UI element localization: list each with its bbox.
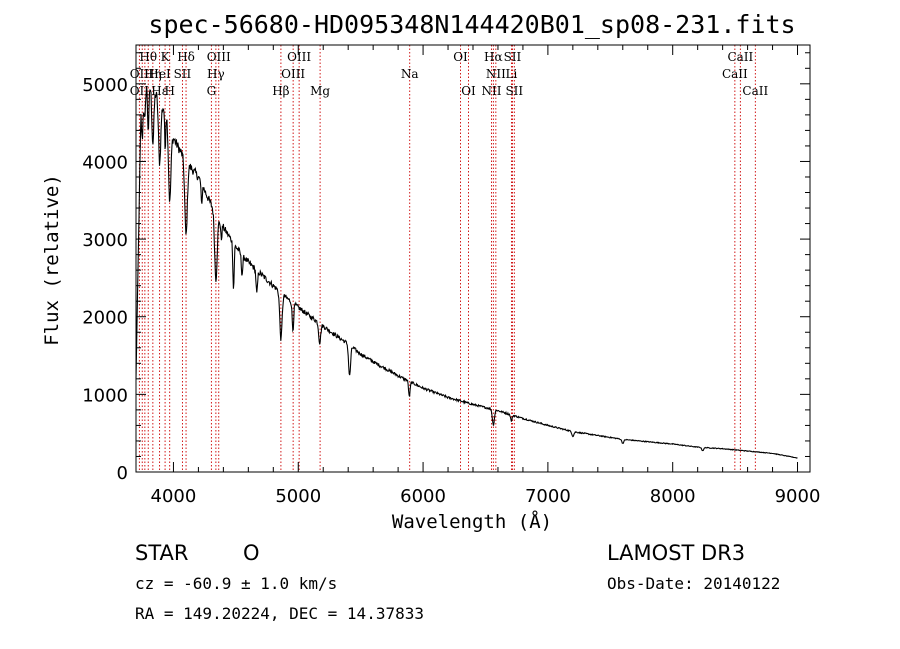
spectral-line-label: Hγ	[207, 67, 225, 81]
x-tick-label: 4000	[151, 486, 197, 507]
coordinates: RA = 149.20224, DEC = 14.37833	[135, 604, 424, 623]
spectral-line-label: SII	[504, 50, 522, 64]
x-tick-label: 5000	[275, 486, 321, 507]
spectral-line-label: OIII	[207, 50, 231, 64]
spectral-line-label: K	[161, 50, 171, 64]
spectral-line-label: Na	[401, 67, 419, 81]
spectral-line-label: SII	[174, 67, 192, 81]
x-tick-label: 6000	[400, 486, 446, 507]
x-axis-label: Wavelength (Å)	[392, 510, 552, 533]
chart-title: spec-56680-HD095348N144420B01_sp08-231.f…	[148, 10, 795, 39]
spectral-line-label: CaII	[742, 84, 768, 98]
spectral-line-label: Hβ	[272, 84, 289, 98]
spectral-line-label: H	[164, 84, 174, 98]
spectral-line-label: Hθ	[139, 50, 157, 64]
x-tick-label: 9000	[775, 486, 821, 507]
spectral-line-label: Li	[506, 67, 518, 81]
spectral-line-label: HeI	[148, 67, 171, 81]
object-subclass: O	[243, 541, 260, 565]
spectrum-figure: spec-56680-HD095348N144420B01_sp08-231.f…	[0, 0, 900, 649]
y-axis-label: Flux (relative)	[41, 174, 63, 346]
spectral-line-label: NII	[481, 84, 501, 98]
spectral-line-label: SII	[505, 84, 523, 98]
spectral-line-label: Hα	[484, 50, 503, 64]
spectral-line-label: OI	[461, 84, 476, 98]
redshift-value: cz = -60.9 ± 1.0 km/s	[135, 574, 337, 593]
y-tick-label: 2000	[82, 308, 128, 329]
spectral-line-label: CaII	[722, 67, 748, 81]
observation-date: Obs-Date: 20140122	[607, 574, 780, 593]
spectral-line-label: OI	[453, 50, 468, 64]
y-tick-label: 4000	[82, 152, 128, 173]
spectral-line-label: CaII	[727, 50, 753, 64]
object-class: STAR	[135, 541, 188, 565]
spectral-line-label: OIII	[281, 67, 305, 81]
spectral-line-label: Mg	[310, 84, 330, 98]
y-tick-label: 5000	[82, 75, 128, 96]
survey-name: LAMOST DR3	[607, 541, 745, 565]
spectral-line-label: OIII	[287, 50, 311, 64]
y-tick-label: 0	[117, 463, 128, 484]
spectral-line-label: G	[207, 84, 217, 98]
y-tick-label: 1000	[82, 385, 128, 406]
spectral-line-label: NII	[486, 67, 506, 81]
spectral-line-label: Hδ	[177, 50, 195, 64]
x-tick-label: 7000	[525, 486, 571, 507]
y-tick-label: 3000	[82, 230, 128, 251]
x-tick-label: 8000	[650, 486, 696, 507]
